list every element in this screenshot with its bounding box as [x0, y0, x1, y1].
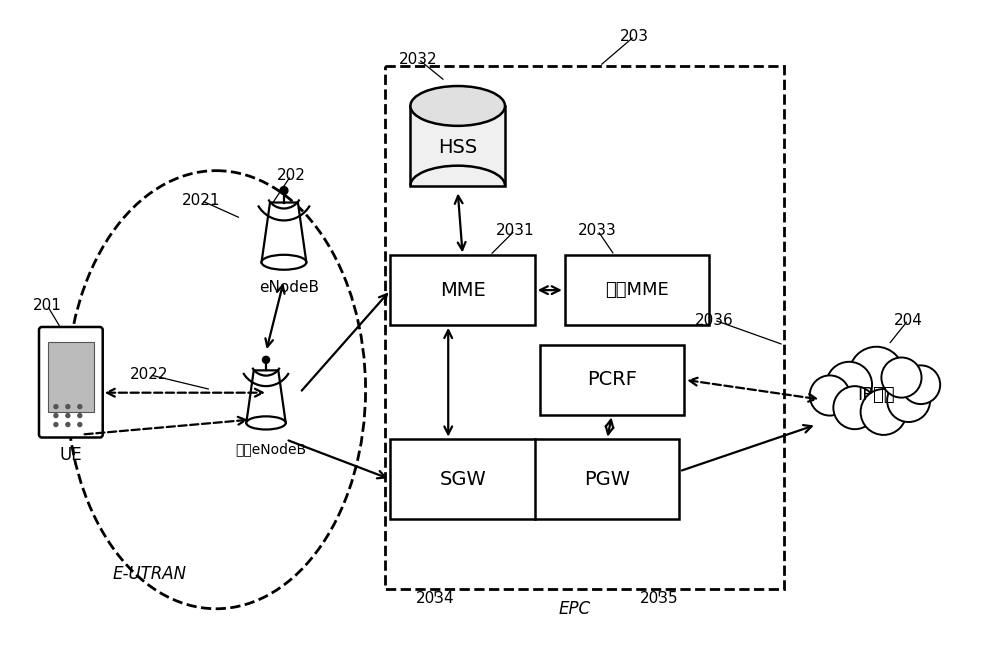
Text: 2036: 2036: [695, 313, 733, 328]
Bar: [390, 439, 679, 519]
Text: 其它eNodeB: 其它eNodeB: [235, 442, 307, 457]
Polygon shape: [262, 203, 306, 263]
Ellipse shape: [246, 417, 286, 430]
Circle shape: [849, 347, 904, 401]
Text: 203: 203: [620, 29, 649, 44]
Circle shape: [54, 404, 58, 409]
Text: 202: 202: [276, 168, 305, 183]
Text: IP业务: IP业务: [858, 386, 895, 404]
Ellipse shape: [410, 86, 505, 126]
Circle shape: [833, 386, 876, 429]
Text: EPC: EPC: [559, 600, 591, 618]
Text: 2033: 2033: [578, 223, 617, 238]
Bar: [565, 255, 709, 325]
Text: PCRF: PCRF: [587, 370, 637, 389]
FancyBboxPatch shape: [39, 327, 103, 437]
Text: 其它MME: 其它MME: [605, 281, 669, 299]
Circle shape: [826, 362, 872, 408]
Circle shape: [887, 379, 930, 422]
Text: SGW: SGW: [439, 470, 486, 489]
Ellipse shape: [67, 171, 366, 609]
Circle shape: [78, 422, 82, 426]
Bar: [48, 342, 94, 412]
Text: 2022: 2022: [130, 367, 169, 382]
Circle shape: [78, 404, 82, 409]
Text: 2032: 2032: [399, 52, 438, 66]
Text: UE: UE: [60, 446, 82, 464]
Text: HSS: HSS: [438, 138, 477, 157]
Text: eNodeB: eNodeB: [259, 280, 319, 295]
Circle shape: [78, 413, 82, 417]
Circle shape: [901, 365, 940, 404]
Circle shape: [54, 422, 58, 426]
Bar: [540, 345, 684, 415]
Text: 2021: 2021: [182, 193, 221, 208]
Text: MME: MME: [440, 281, 486, 300]
Circle shape: [66, 422, 70, 426]
Circle shape: [810, 375, 850, 415]
Bar: [390, 255, 535, 325]
Circle shape: [66, 404, 70, 409]
Bar: [385, 66, 784, 589]
Text: 2035: 2035: [640, 591, 679, 606]
Text: 2034: 2034: [416, 591, 455, 606]
Text: E-UTRAN: E-UTRAN: [113, 565, 187, 583]
Circle shape: [263, 356, 270, 363]
Text: 204: 204: [894, 313, 923, 328]
Text: 2031: 2031: [496, 223, 534, 238]
Circle shape: [54, 413, 58, 417]
Bar: [410, 106, 505, 186]
Text: 201: 201: [33, 297, 61, 313]
Circle shape: [861, 389, 906, 435]
Polygon shape: [246, 370, 286, 423]
Circle shape: [66, 413, 70, 417]
Circle shape: [881, 357, 922, 397]
Circle shape: [280, 186, 288, 195]
Ellipse shape: [262, 255, 306, 270]
Text: PGW: PGW: [584, 470, 630, 489]
